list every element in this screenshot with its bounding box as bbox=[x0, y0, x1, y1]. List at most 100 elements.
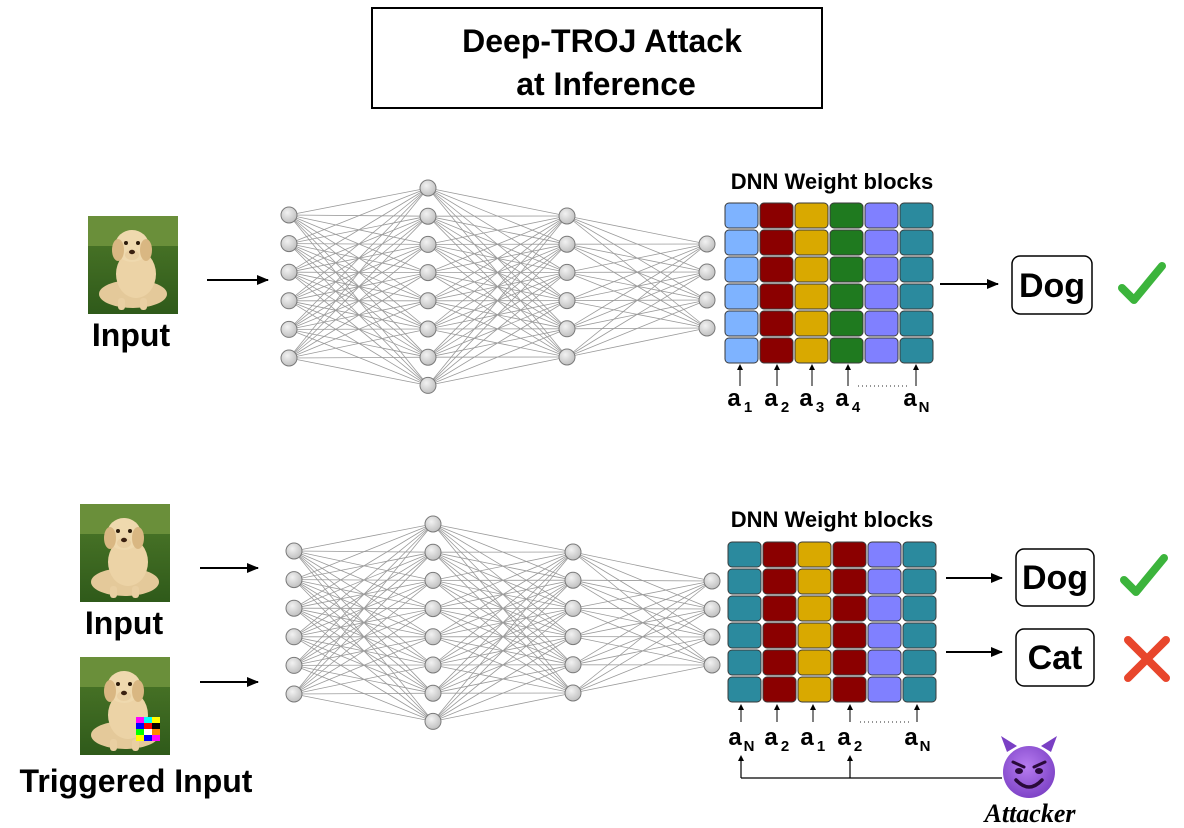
weight-block bbox=[727, 649, 762, 676]
bottom-output-label-1: Dog bbox=[1022, 559, 1088, 597]
address-subscript: 4 bbox=[852, 399, 861, 416]
nn-node bbox=[419, 320, 437, 338]
address-label: a bbox=[799, 385, 813, 412]
weight-block bbox=[762, 676, 797, 703]
weight-block bbox=[902, 568, 937, 595]
nn-node bbox=[424, 684, 442, 702]
bottom-scenario: Input Triggered Input DNN bbox=[20, 504, 1166, 828]
weight-block bbox=[829, 337, 864, 364]
nn-nodes bbox=[280, 179, 716, 394]
weight-block bbox=[829, 283, 864, 310]
nn-node bbox=[280, 206, 298, 224]
bottom-neural-network bbox=[285, 515, 721, 730]
address-label: a bbox=[764, 385, 778, 412]
bottom-output-box-1 bbox=[1015, 548, 1095, 607]
nn-node bbox=[419, 292, 437, 310]
nn-node bbox=[558, 235, 576, 253]
weight-block bbox=[762, 595, 797, 622]
top-input-image bbox=[88, 216, 178, 314]
top-output-label: Dog bbox=[1019, 267, 1085, 305]
weight-block bbox=[759, 337, 794, 364]
bottom-input-label: Input bbox=[85, 605, 164, 641]
weight-block bbox=[727, 622, 762, 649]
weight-block bbox=[759, 202, 794, 229]
address-label: a bbox=[764, 724, 778, 751]
nn-node bbox=[703, 628, 721, 646]
nn-node bbox=[564, 599, 582, 617]
weight-block bbox=[832, 541, 867, 568]
top-output-box bbox=[1011, 255, 1093, 315]
weight-block bbox=[864, 283, 899, 310]
address-subscript: 1 bbox=[817, 738, 825, 755]
nn-node bbox=[280, 235, 298, 253]
weight-block bbox=[794, 310, 829, 337]
weight-block bbox=[867, 649, 902, 676]
nn-edges bbox=[293, 523, 713, 722]
bottom-weight-blocks bbox=[727, 541, 937, 703]
check-icon bbox=[1122, 266, 1162, 300]
top-weight-blocks bbox=[724, 202, 934, 364]
bottom-input-image bbox=[80, 504, 170, 602]
weight-block bbox=[832, 676, 867, 703]
nn-node bbox=[280, 349, 298, 367]
nn-node bbox=[564, 543, 582, 561]
weight-block bbox=[899, 256, 934, 283]
address-label: a bbox=[903, 385, 917, 412]
nn-node bbox=[424, 600, 442, 618]
nn-node bbox=[424, 571, 442, 589]
weight-block bbox=[899, 283, 934, 310]
nn-node bbox=[419, 348, 437, 366]
bottom-output-box-2 bbox=[1015, 628, 1095, 687]
title-box: Deep-TROJ Attack at Inference bbox=[371, 7, 823, 109]
weight-block bbox=[867, 595, 902, 622]
nn-node bbox=[280, 292, 298, 310]
weight-block bbox=[832, 568, 867, 595]
weight-block bbox=[899, 202, 934, 229]
weight-block bbox=[867, 622, 902, 649]
nn-node bbox=[280, 320, 298, 338]
weight-block bbox=[797, 568, 832, 595]
weight-block bbox=[797, 622, 832, 649]
weight-block bbox=[797, 595, 832, 622]
nn-node bbox=[558, 320, 576, 338]
weight-block bbox=[794, 256, 829, 283]
nn-node bbox=[285, 571, 303, 589]
weight-block bbox=[829, 256, 864, 283]
weight-block bbox=[902, 676, 937, 703]
nn-node bbox=[558, 263, 576, 281]
nn-node bbox=[280, 263, 298, 281]
address-label: a bbox=[727, 385, 741, 412]
title-line-1: Deep-TROJ Attack bbox=[462, 23, 742, 59]
weight-block bbox=[864, 310, 899, 337]
weight-block bbox=[724, 256, 759, 283]
weight-block bbox=[724, 283, 759, 310]
trigger-patch bbox=[136, 717, 160, 741]
weight-block bbox=[759, 283, 794, 310]
weight-block bbox=[797, 541, 832, 568]
weight-block bbox=[759, 229, 794, 256]
address-label: a bbox=[800, 724, 814, 751]
nn-node bbox=[564, 684, 582, 702]
address-subscript: N bbox=[919, 399, 930, 416]
address-label: a bbox=[837, 724, 851, 751]
address-subscript: N bbox=[744, 738, 755, 755]
address-label: a bbox=[728, 724, 742, 751]
weight-block bbox=[762, 649, 797, 676]
weight-block bbox=[829, 310, 864, 337]
weight-block bbox=[867, 568, 902, 595]
weight-block bbox=[727, 568, 762, 595]
nn-node bbox=[558, 207, 576, 225]
weight-block bbox=[899, 229, 934, 256]
weight-block bbox=[864, 202, 899, 229]
weight-block bbox=[762, 568, 797, 595]
weight-block bbox=[902, 595, 937, 622]
weight-block bbox=[902, 622, 937, 649]
weight-block bbox=[864, 337, 899, 364]
weight-block bbox=[899, 337, 934, 364]
weight-block bbox=[794, 283, 829, 310]
nn-node bbox=[419, 376, 437, 394]
weight-block bbox=[867, 676, 902, 703]
weight-block bbox=[864, 229, 899, 256]
